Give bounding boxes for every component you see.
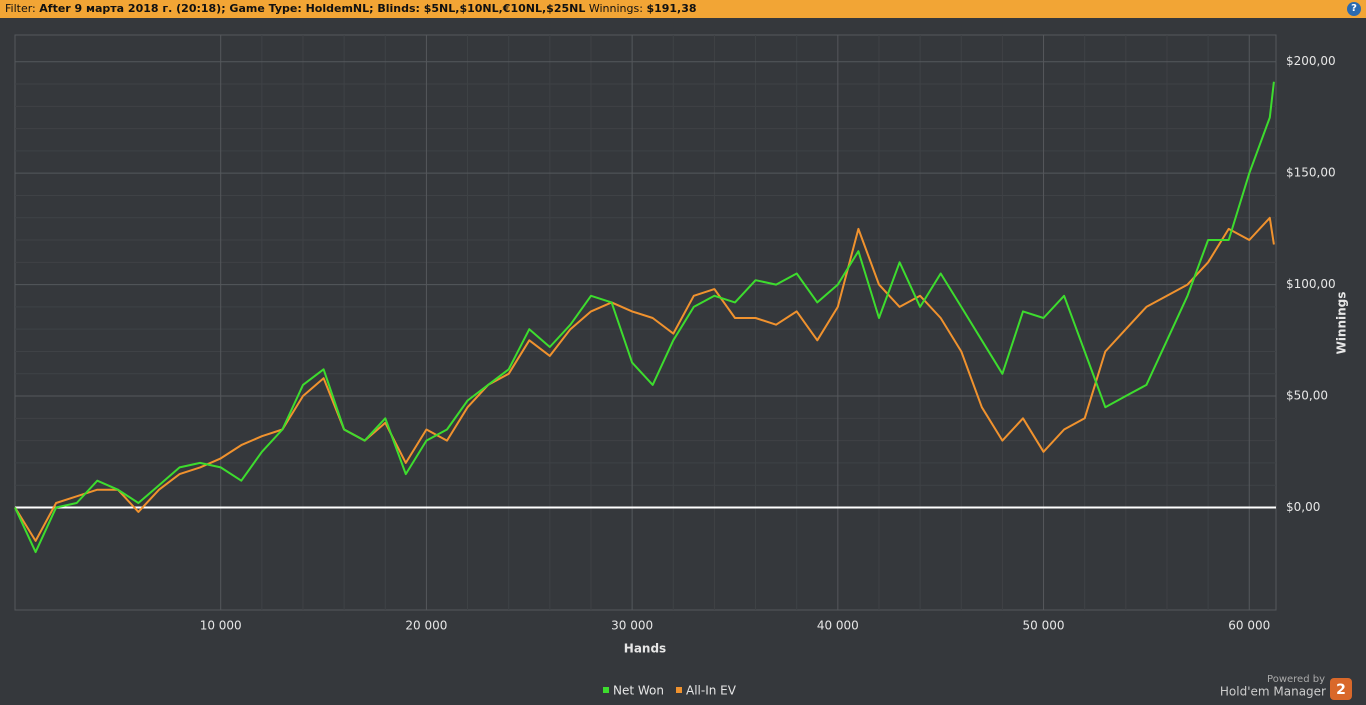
filter-label: Filter: bbox=[5, 2, 36, 15]
y-tick-label: $200,00 bbox=[1286, 54, 1336, 68]
legend-label: All-In EV bbox=[686, 684, 737, 698]
filter-criteria: After 9 марта 2018 г. (20:18); Game Type… bbox=[39, 2, 586, 15]
legend-swatch bbox=[603, 687, 609, 693]
x-tick-label: 40 000 bbox=[817, 619, 859, 633]
product-name: Hold'em Manager bbox=[1220, 685, 1326, 699]
legend-label: Net Won bbox=[613, 684, 664, 698]
x-tick-label: 60 000 bbox=[1228, 619, 1270, 633]
help-button[interactable]: ? bbox=[1347, 2, 1361, 16]
winnings-label: Winnings: bbox=[588, 2, 643, 15]
winnings-value: $191,38 bbox=[646, 2, 697, 15]
series-line bbox=[14, 216, 1275, 542]
plot-area bbox=[14, 34, 1277, 611]
y-tick-label: $50,00 bbox=[1286, 389, 1328, 403]
x-tick-label: 50 000 bbox=[1023, 619, 1065, 633]
y-tick-label: $0,00 bbox=[1286, 500, 1320, 514]
legend-swatch bbox=[676, 687, 682, 693]
x-tick-label: 20 000 bbox=[405, 619, 447, 633]
x-tick-label: 10 000 bbox=[200, 619, 242, 633]
y-tick-label: $150,00 bbox=[1286, 166, 1336, 180]
y-axis-label: Winnings bbox=[1335, 292, 1349, 355]
filter-bar: Filter: After 9 марта 2018 г. (20:18); G… bbox=[0, 0, 1366, 18]
chart: Hands Winnings Powered by Hold'em Manage… bbox=[14, 34, 1352, 700]
logo-number: 2 bbox=[1336, 682, 1346, 698]
logo-badge bbox=[1330, 678, 1352, 700]
series-line bbox=[14, 81, 1275, 554]
x-axis-label: Hands bbox=[624, 642, 666, 656]
y-tick-label: $100,00 bbox=[1286, 277, 1336, 291]
x-tick-label: 30 000 bbox=[611, 619, 653, 633]
powered-by: Powered by bbox=[1267, 674, 1325, 685]
